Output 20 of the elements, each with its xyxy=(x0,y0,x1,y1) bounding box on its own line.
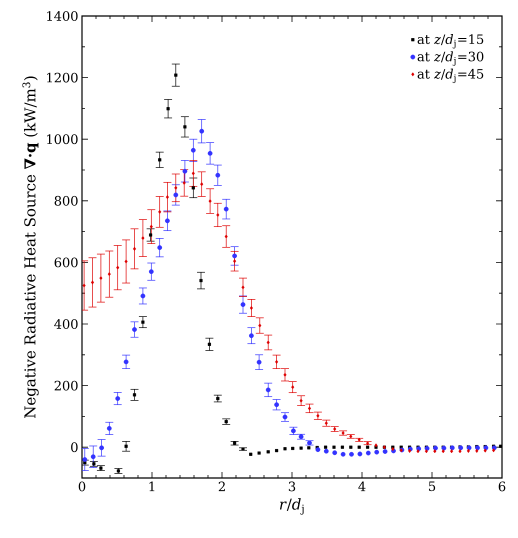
y-tick-label: 600 xyxy=(54,258,78,268)
y-tick-label: 200 xyxy=(54,380,78,390)
legend-label: at z/d$_{j}$=15 xyxy=(418,34,484,48)
x-tick-label: 2 xyxy=(218,482,225,492)
x-tick-label: 0 xyxy=(78,482,86,492)
legend-label: at z/d$_{j}$=45 xyxy=(418,68,484,84)
x-tick-label: 1 xyxy=(149,482,154,492)
y-tick-label: 1000 xyxy=(47,134,78,144)
y-tick-label: 1200 xyxy=(47,72,78,82)
x-tick-label: 3 xyxy=(288,482,296,492)
y-tick-label: 1400 xyxy=(47,11,78,21)
x-tick-label: 6 xyxy=(498,482,506,492)
legend-label: at z/d$_{j}$=30 xyxy=(418,51,484,66)
x-axis-title: r/d$_{j}$ xyxy=(280,498,304,515)
y-tick-label: 800 xyxy=(54,196,78,206)
y-tick-label: 0 xyxy=(71,442,78,452)
y-tick-label: 400 xyxy=(54,319,78,329)
x-tick-label: 4 xyxy=(358,482,366,492)
x-tick-label: 5 xyxy=(428,482,436,492)
y-axis-title: Negative Radiative Heat Source ∇·q (kW/m$^{3}$) xyxy=(22,76,39,418)
